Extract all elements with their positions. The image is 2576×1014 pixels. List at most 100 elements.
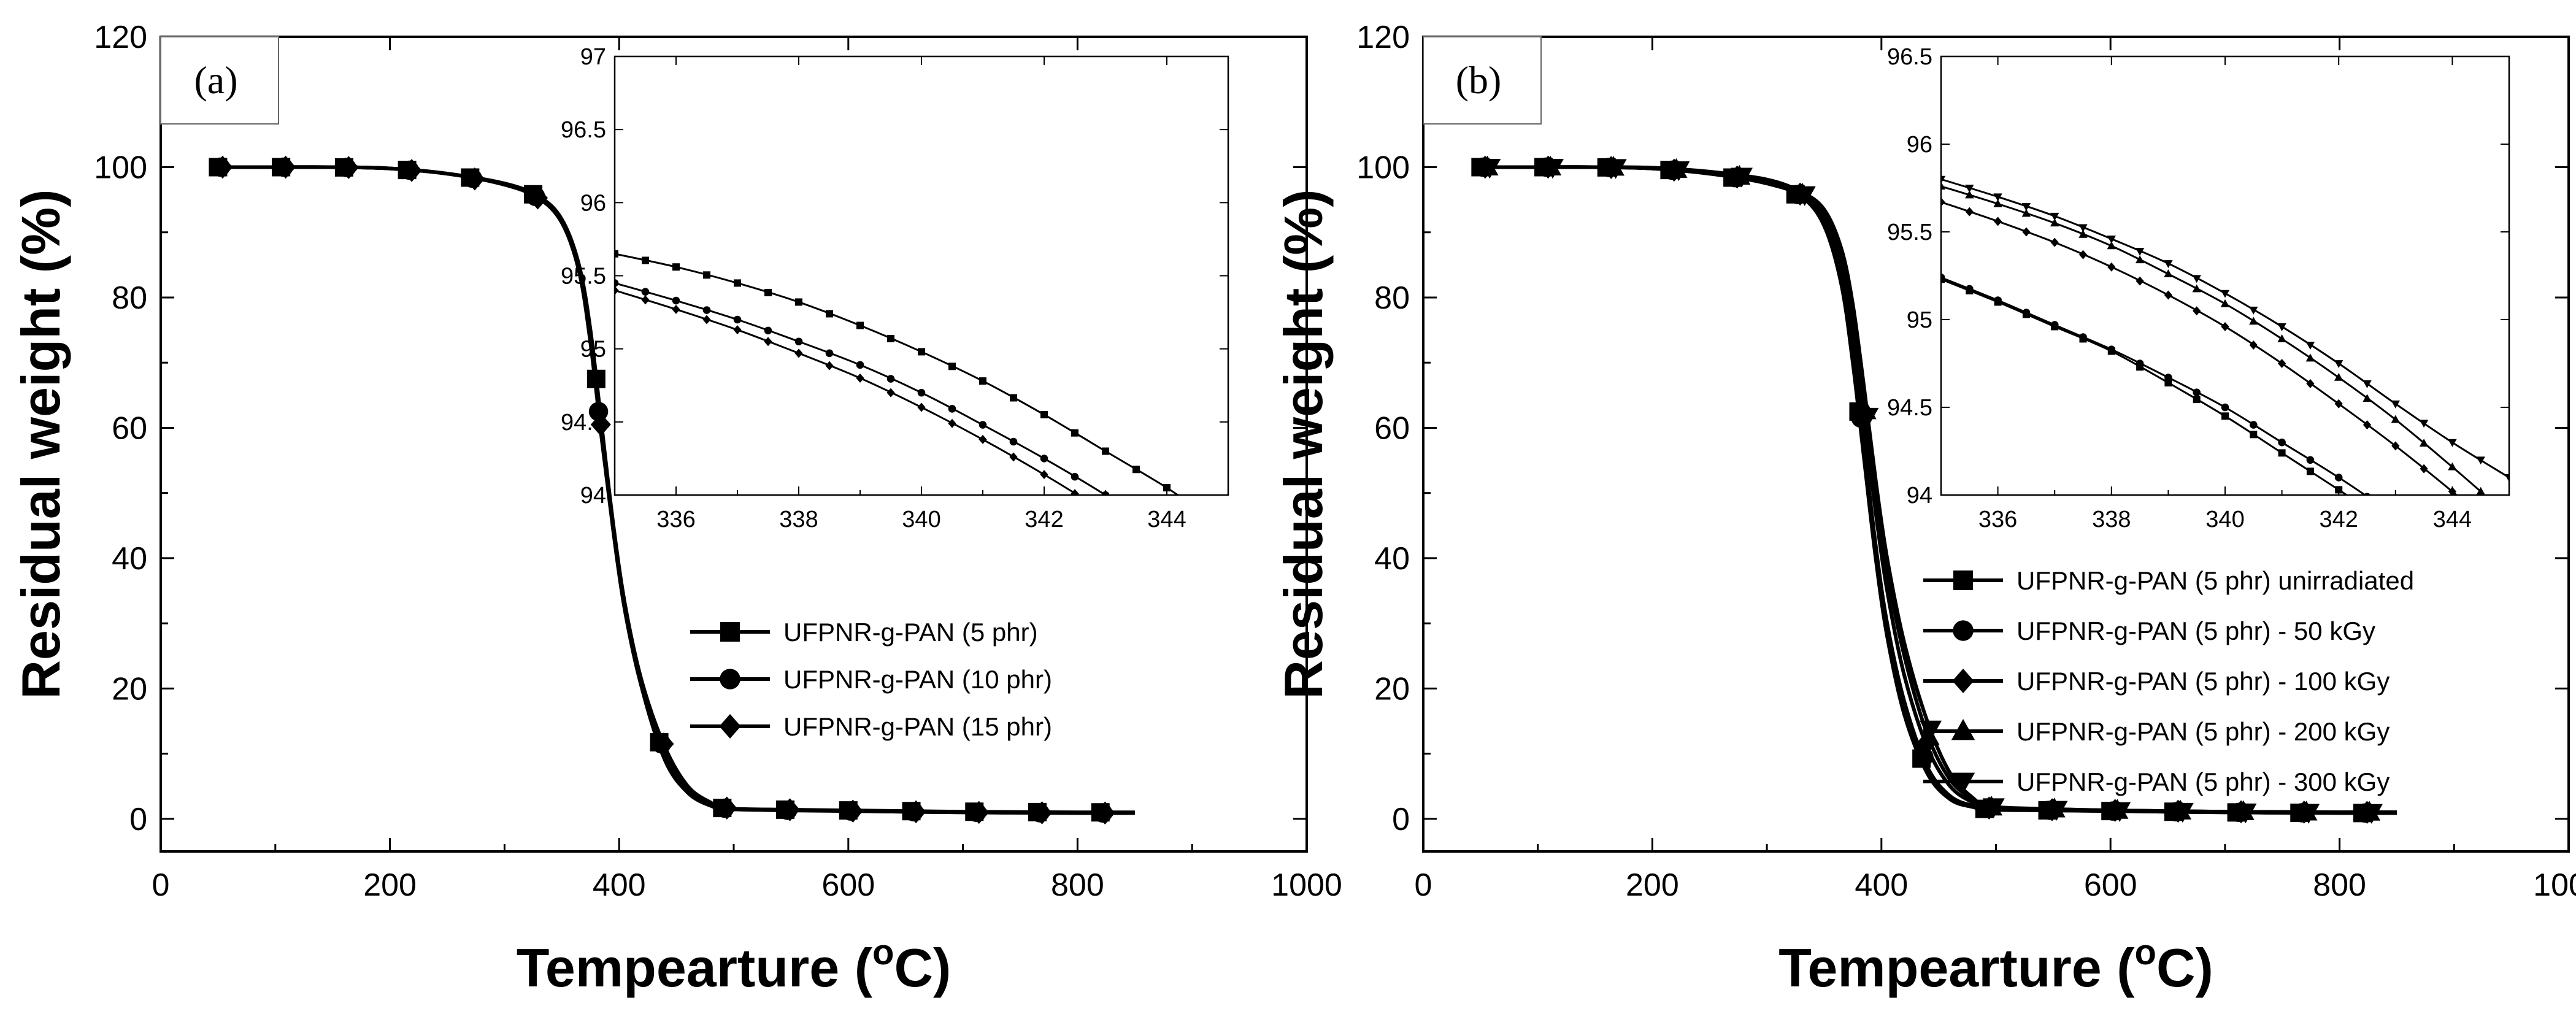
inset-series-marker bbox=[2107, 241, 2116, 250]
chart-panel-a: 0 200 400 600 800 1000 0 20 40 60 80 100 120 Tempeart… bbox=[10, 20, 1342, 998]
inset-series-marker bbox=[2448, 486, 2456, 495]
series-marker bbox=[275, 155, 296, 179]
x-tick-label: 600 bbox=[821, 867, 875, 903]
inset-series-marker bbox=[2250, 421, 2258, 429]
inset-series-marker bbox=[702, 315, 711, 325]
inset-series-marker bbox=[641, 295, 650, 305]
series-marker bbox=[780, 798, 801, 821]
legend-marker bbox=[719, 714, 741, 739]
inset-series-marker bbox=[856, 373, 864, 383]
inset-series-marker bbox=[1941, 197, 1945, 207]
legend: UFPNR-g-PAN (5 phr) unirradiated UFPNR-g-… bbox=[1923, 566, 2414, 796]
x-tick-label: 0 bbox=[1415, 867, 1432, 903]
x-tick-label: 400 bbox=[1855, 867, 1908, 903]
inset-series-marker bbox=[2334, 474, 2343, 482]
inset-series-marker bbox=[1941, 274, 1945, 282]
inset-series-marker bbox=[2334, 372, 2343, 381]
inset-series-marker bbox=[2306, 378, 2315, 388]
inset-x-tick-label: 336 bbox=[656, 507, 695, 532]
inset-series-marker bbox=[2164, 378, 2172, 386]
x-tick-label: 0 bbox=[152, 867, 170, 903]
inset-series-marker bbox=[1941, 175, 1946, 184]
inset-y-tick-label: 95.5 bbox=[1887, 220, 1932, 245]
inset-series-marker bbox=[2250, 431, 2258, 439]
panel-label: (a) bbox=[194, 58, 237, 102]
inset-series-marker bbox=[887, 334, 894, 342]
inset-y-tick-label: 95 bbox=[580, 337, 606, 363]
inset-series-marker bbox=[917, 402, 926, 412]
inset-series-marker bbox=[2249, 340, 2258, 350]
inset-series-marker bbox=[2050, 321, 2059, 329]
legend-label: UFPNR-g-PAN (5 phr) - 200 kGy bbox=[2017, 717, 2390, 746]
inset-series-marker bbox=[794, 348, 803, 358]
inset-y-tick-label: 94 bbox=[580, 483, 606, 509]
inset-series-marker bbox=[702, 306, 711, 314]
inset-y-tick-label: 96 bbox=[1907, 132, 1932, 158]
series-marker bbox=[1604, 159, 1627, 179]
inset-series-marker bbox=[2021, 209, 2031, 217]
legend-marker bbox=[720, 669, 740, 689]
legend-marker bbox=[1953, 570, 1973, 590]
series-marker bbox=[338, 156, 359, 179]
inset-series-marker bbox=[2220, 299, 2230, 307]
y-axis-title: Residual weight (%) bbox=[10, 189, 71, 699]
inset-series-marker bbox=[2021, 203, 2031, 212]
series-marker bbox=[842, 799, 863, 823]
inset-x-tick-label: 342 bbox=[1025, 507, 1063, 532]
y-axis-title: Residual weight (%) bbox=[1273, 189, 1334, 699]
inset-series-marker bbox=[2305, 353, 2315, 362]
inset-series-marker bbox=[826, 310, 833, 318]
series-group bbox=[1471, 155, 2397, 824]
inset-series-marker bbox=[2334, 360, 2343, 368]
y-tick-label: 100 bbox=[94, 150, 147, 185]
inset-series-marker bbox=[2078, 224, 2088, 232]
inset-series-marker bbox=[2306, 456, 2315, 464]
inset-series-marker bbox=[1040, 410, 1048, 418]
inset-series-marker bbox=[615, 285, 619, 295]
inset-series-marker bbox=[2305, 342, 2315, 350]
panel-label-box bbox=[1423, 36, 1542, 125]
inset-series-marker bbox=[672, 296, 680, 305]
inset-series-marker bbox=[1941, 182, 1946, 190]
inset-series-marker bbox=[948, 363, 956, 371]
inset-x-tick-label: 338 bbox=[2092, 507, 2131, 532]
series-line bbox=[1480, 165, 2397, 815]
x-tick-label: 600 bbox=[2084, 867, 2137, 903]
inset-series-marker bbox=[672, 263, 680, 271]
series-marker bbox=[2045, 801, 2068, 821]
legend-label: UFPNR-g-PAN (5 phr) - 100 kGy bbox=[2017, 667, 2390, 696]
inset-series-marker bbox=[2079, 333, 2087, 341]
inset-x-tick-label: 342 bbox=[2319, 507, 2358, 532]
inset-series-marker bbox=[1040, 470, 1048, 480]
inset-series-group bbox=[1941, 175, 2509, 495]
series-marker bbox=[1982, 798, 2005, 818]
legend-label: UFPNR-g-PAN (15 phr) bbox=[783, 712, 1052, 741]
inset-series-marker bbox=[2193, 388, 2201, 396]
inset-series-marker bbox=[2278, 449, 2286, 457]
inset-series-marker bbox=[2221, 403, 2229, 412]
inset-series-marker bbox=[825, 349, 834, 358]
series-marker bbox=[1031, 801, 1052, 824]
inset-series-marker bbox=[733, 325, 742, 335]
inset-series-marker bbox=[2363, 493, 2371, 495]
legend-label: UFPNR-g-PAN (5 phr) - 50 kGy bbox=[2017, 616, 2375, 645]
x-axis-title: Tempearture (oC) bbox=[1778, 932, 2213, 998]
inset-series-marker bbox=[2277, 334, 2286, 342]
inset-frame bbox=[1940, 55, 2510, 496]
legend-label: UFPNR-g-PAN (10 phr) bbox=[783, 665, 1052, 694]
legend: UFPNR-g-PAN (5 phr) UFPNR-g-PAN (10 phr) U… bbox=[690, 618, 1052, 741]
y-tick-label: 40 bbox=[1374, 541, 1410, 577]
inset-series-marker bbox=[2249, 317, 2258, 325]
inset-series-marker bbox=[886, 388, 895, 398]
chart-panel-b: 0 200 400 600 800 1000 0 20 40 60 80 100 120 Tempeart… bbox=[1273, 20, 2576, 998]
inset-x-tick-label: 336 bbox=[1978, 507, 2017, 532]
inset-series-marker bbox=[978, 434, 987, 444]
y-tick-label: 0 bbox=[1392, 802, 1410, 837]
inset-series-marker bbox=[2391, 441, 2400, 451]
inset-series-marker bbox=[1071, 429, 1078, 437]
inset-series-marker bbox=[2504, 474, 2509, 482]
series-marker bbox=[1541, 158, 1564, 179]
x-tick-label: 800 bbox=[1051, 867, 1104, 903]
inset-series-marker bbox=[2078, 250, 2088, 259]
series-marker bbox=[2360, 804, 2383, 824]
